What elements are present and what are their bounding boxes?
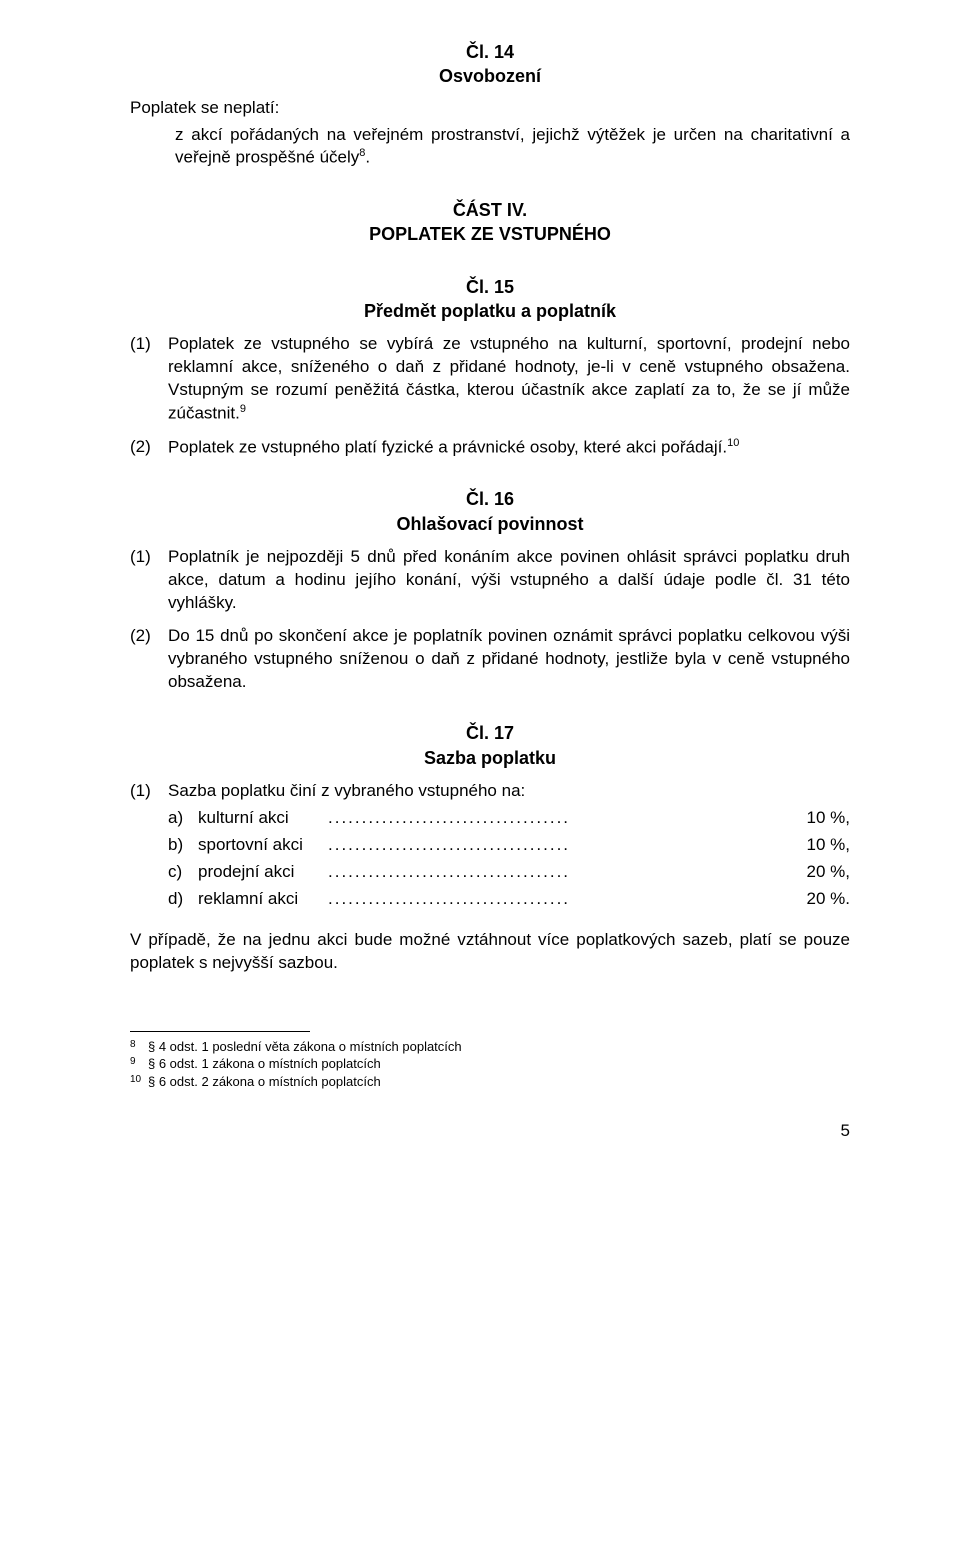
art17-n1-num: (1) <box>130 780 168 803</box>
footnote-ref-10: 10 <box>727 437 739 449</box>
art14-p2-text: z akcí pořádaných na veřejném prostranst… <box>175 125 850 168</box>
art17-n1: (1) Sazba poplatku činí z vybraného vstu… <box>130 780 850 803</box>
art14-subheading: Osvobození <box>130 64 850 88</box>
art14-p2-suffix: . <box>365 148 370 167</box>
art15-n1-body: Poplatek ze vstupného se vybírá ze vstup… <box>168 334 850 422</box>
art16-n1-num: (1) <box>130 546 168 615</box>
art17-row-a: a) kulturní akci .......................… <box>130 807 850 830</box>
art17-row-c: c) prodejní akci .......................… <box>130 861 850 884</box>
art15-n1: (1) Poplatek ze vstupného se vybírá ze v… <box>130 333 850 425</box>
row-value: 10 %, <box>780 807 850 830</box>
row-letter: d) <box>168 888 198 911</box>
article-15: Čl. 15 Předmět poplatku a poplatník (1) … <box>130 275 850 460</box>
footnote-8: 8 § 4 odst. 1 poslední věta zákona o mís… <box>130 1038 850 1056</box>
art17-closing: V případě, že na jednu akci bude možné v… <box>130 929 850 975</box>
art15-n1-num: (1) <box>130 333 168 425</box>
art17-row-b: b) sportovní akci ......................… <box>130 834 850 857</box>
row-value: 20 %, <box>780 861 850 884</box>
art16-n2-text: Do 15 dnů po skončení akce je poplatník … <box>168 625 850 694</box>
footnote-10: 10 § 6 odst. 2 zákona o místních poplatc… <box>130 1073 850 1091</box>
row-letter: b) <box>168 834 198 857</box>
footnote-number: 10 <box>130 1073 148 1091</box>
art16-subheading: Ohlašovací povinnost <box>130 512 850 536</box>
part4-heading: ČÁST IV. <box>130 198 850 222</box>
row-label: sportovní akci <box>198 834 328 857</box>
art15-n1-text: Poplatek ze vstupného se vybírá ze vstup… <box>168 333 850 425</box>
art14-p2: z akcí pořádaných na veřejném prostranst… <box>130 124 850 171</box>
row-dots: .................................... <box>328 861 780 884</box>
row-letter: c) <box>168 861 198 884</box>
footnote-number: 8 <box>130 1038 148 1056</box>
article-14: Čl. 14 Osvobození Poplatek se neplatí: z… <box>130 40 850 170</box>
part-4: ČÁST IV. POPLATEK ZE VSTUPNÉHO <box>130 198 850 247</box>
art14-heading: Čl. 14 <box>130 40 850 64</box>
row-label: kulturní akci <box>198 807 328 830</box>
row-dots: .................................... <box>328 834 780 857</box>
footnotes-separator <box>130 1031 310 1032</box>
row-letter: a) <box>168 807 198 830</box>
row-dots: .................................... <box>328 888 780 911</box>
footnote-text: § 6 odst. 1 zákona o místních poplatcích <box>148 1055 850 1073</box>
art17-subheading: Sazba poplatku <box>130 746 850 770</box>
part4-subheading: POPLATEK ZE VSTUPNÉHO <box>130 222 850 246</box>
footnote-text: § 4 odst. 1 poslední věta zákona o místn… <box>148 1038 850 1056</box>
art15-subheading: Předmět poplatku a poplatník <box>130 299 850 323</box>
art16-n2-num: (2) <box>130 625 168 694</box>
page-number: 5 <box>130 1120 850 1143</box>
art17-n1-text: Sazba poplatku činí z vybraného vstupnéh… <box>168 780 850 803</box>
art16-n1: (1) Poplatník je nejpozději 5 dnů před k… <box>130 546 850 615</box>
footnote-number: 9 <box>130 1055 148 1073</box>
art16-n2: (2) Do 15 dnů po skončení akce je poplat… <box>130 625 850 694</box>
art15-n2-num: (2) <box>130 436 168 460</box>
art17-row-d: d) reklamní akci .......................… <box>130 888 850 911</box>
footnote-text: § 6 odst. 2 zákona o místních poplatcích <box>148 1073 850 1091</box>
footnotes: 8 § 4 odst. 1 poslední věta zákona o mís… <box>130 1038 850 1091</box>
art16-heading: Čl. 16 <box>130 487 850 511</box>
row-value: 20 %. <box>780 888 850 911</box>
art15-heading: Čl. 15 <box>130 275 850 299</box>
row-label: prodejní akci <box>198 861 328 884</box>
art15-n2-text: Poplatek ze vstupného platí fyzické a pr… <box>168 436 850 460</box>
row-label: reklamní akci <box>198 888 328 911</box>
row-value: 10 %, <box>780 834 850 857</box>
article-17: Čl. 17 Sazba poplatku (1) Sazba poplatku… <box>130 721 850 974</box>
art15-n2-body: Poplatek ze vstupného platí fyzické a pr… <box>168 437 727 456</box>
row-dots: .................................... <box>328 807 780 830</box>
art15-n2: (2) Poplatek ze vstupného platí fyzické … <box>130 436 850 460</box>
art17-heading: Čl. 17 <box>130 721 850 745</box>
footnote-ref-9: 9 <box>240 403 246 415</box>
article-16: Čl. 16 Ohlašovací povinnost (1) Poplatní… <box>130 487 850 693</box>
footnote-9: 9 § 6 odst. 1 zákona o místních poplatcí… <box>130 1055 850 1073</box>
art14-p1: Poplatek se neplatí: <box>130 97 850 120</box>
art16-n1-text: Poplatník je nejpozději 5 dnů před konán… <box>168 546 850 615</box>
